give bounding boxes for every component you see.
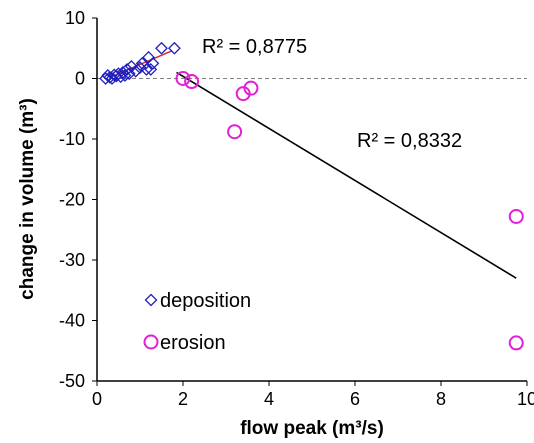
point-deposition (103, 70, 117, 84)
legend-diamond-icon (144, 293, 158, 307)
x-axis-title: flow peak (m³/s) (240, 418, 384, 439)
x-tick-label: 2 (178, 389, 188, 409)
x-tick-label: 0 (92, 389, 102, 409)
x-ticks: 0 2 4 6 8 10 (92, 381, 534, 409)
legend-marker-erosion (143, 334, 159, 350)
y-axis-title: change in volume (m³) (17, 98, 38, 300)
point-deposition (140, 63, 153, 76)
point-erosion (175, 71, 191, 86)
y-tick-label: -30 (59, 250, 85, 270)
x-tick-label: 6 (350, 389, 360, 409)
point-deposition (155, 41, 168, 55)
legend-circle-icon (143, 334, 159, 350)
point-erosion (184, 74, 200, 90)
legend: deposition erosion (143, 290, 251, 354)
r2-label-deposition: R² = 0,8775 (202, 36, 307, 58)
point-deposition (167, 41, 181, 55)
point-deposition (146, 56, 160, 70)
point-deposition (129, 64, 143, 78)
y-tick-label: 0 (75, 69, 85, 89)
y-tick-label: 10 (65, 8, 85, 28)
point-deposition (133, 61, 147, 75)
point-deposition (122, 67, 136, 81)
plot-area (97, 18, 527, 381)
point-deposition (120, 63, 134, 76)
r2-label-erosion: R² = 0,8332 (357, 130, 462, 152)
x-tick-label: 8 (436, 389, 446, 409)
data-points (99, 41, 524, 351)
y-ticks: 10 0 -10 -20 -30 -40 -50 (59, 8, 97, 391)
x-tick-label: 10 (517, 389, 534, 409)
x-tick-label: 4 (264, 389, 274, 409)
y-tick-label: -10 (59, 129, 85, 149)
legend-label-deposition: deposition (160, 290, 251, 312)
trendline-erosion (176, 71, 517, 279)
legend-marker-deposition (144, 293, 158, 307)
point-erosion (227, 124, 243, 140)
y-tick-label: -20 (59, 190, 85, 210)
point-erosion (508, 335, 524, 351)
point-erosion (508, 208, 524, 224)
y-tick-label: -50 (59, 371, 85, 391)
y-tick-label: -40 (59, 311, 85, 331)
point-erosion (243, 80, 259, 96)
legend-label-erosion: erosion (160, 332, 226, 354)
